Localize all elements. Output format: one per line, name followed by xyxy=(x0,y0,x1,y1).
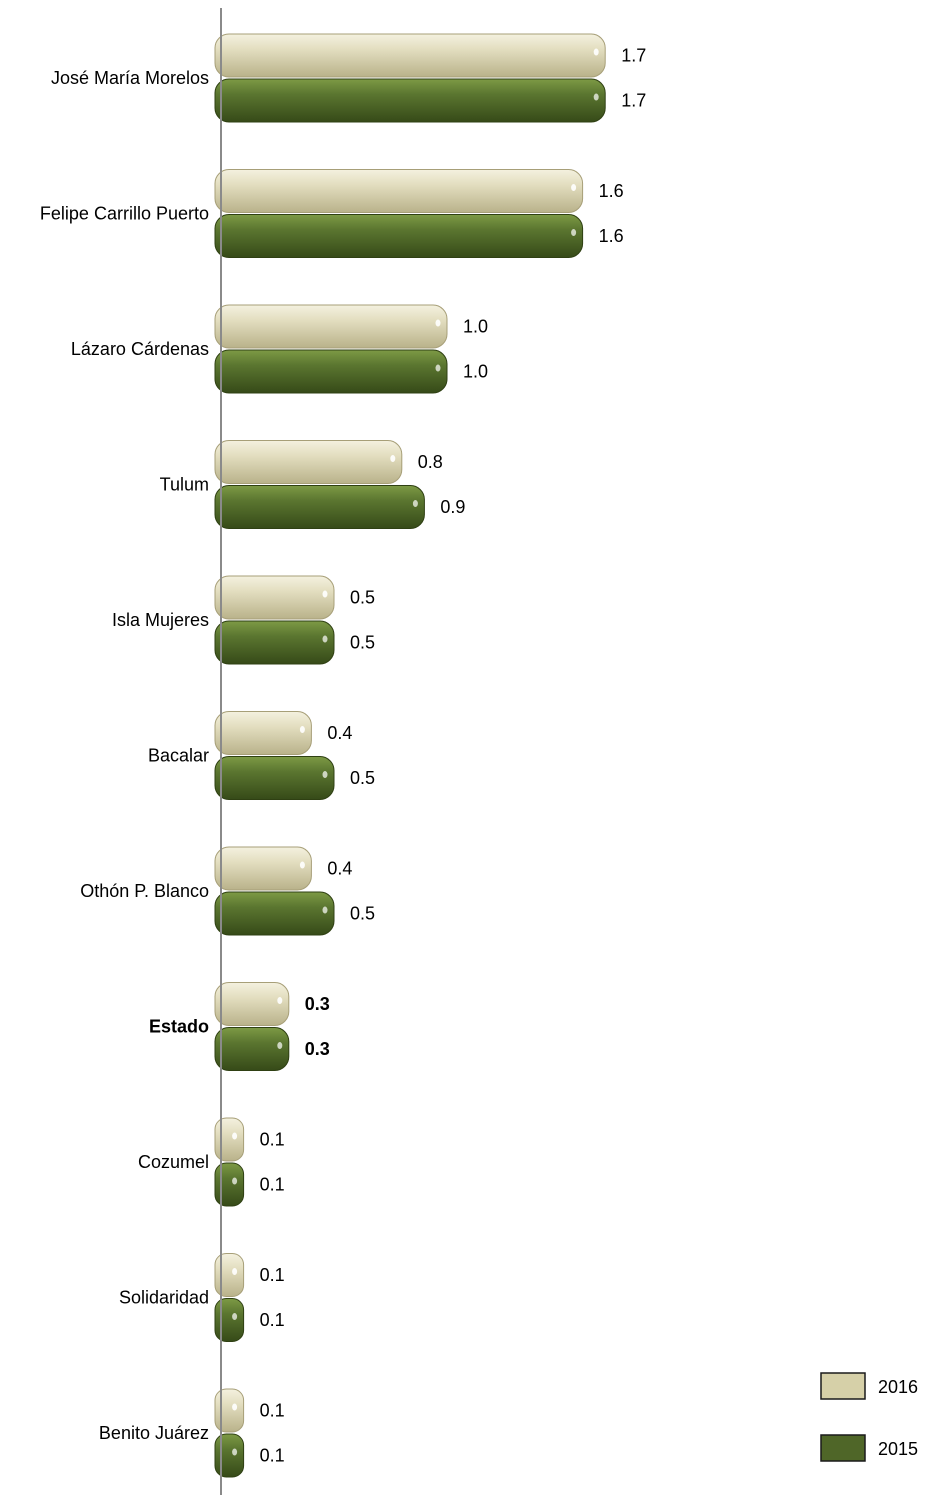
bar-bacalar-2015 xyxy=(214,756,335,800)
value-label-lazaro-cardenas-2016: 1.0 xyxy=(463,317,488,337)
bar-estado-2016 xyxy=(214,982,290,1026)
value-label-jose-maria-morelos-2015: 1.7 xyxy=(621,91,646,111)
bar-lazaro-cardenas-2015 xyxy=(214,349,448,394)
bar-felipe-carrillo-puerto-2015 xyxy=(214,214,584,258)
value-label-isla-mujeres-2015: 0.5 xyxy=(350,633,375,653)
legend-swatch-2016 xyxy=(820,1372,866,1400)
value-label-felipe-carrillo-puerto-2016: 1.6 xyxy=(599,181,624,201)
value-label-benito-juarez-2015: 0.1 xyxy=(260,1446,285,1466)
bar-cozumel-2015 xyxy=(214,1162,245,1207)
legend-item-2015: 2015 xyxy=(820,1434,918,1462)
legend-item-2016: 2016 xyxy=(820,1372,918,1400)
value-label-tulum-2016: 0.8 xyxy=(418,452,443,472)
category-label-othon-p-blanco: Othón P. Blanco xyxy=(80,881,209,901)
value-label-cozumel-2015: 0.1 xyxy=(260,1175,285,1195)
bar-cozumel-2016 xyxy=(214,1117,245,1162)
bar-lazaro-cardenas-2016 xyxy=(214,304,448,349)
bar-solidaridad-2015 xyxy=(214,1298,245,1342)
value-label-othon-p-blanco-2016: 0.4 xyxy=(327,859,352,879)
category-label-isla-mujeres: Isla Mujeres xyxy=(112,610,209,630)
bar-tulum-2015 xyxy=(214,485,425,529)
bar-benito-juarez-2015 xyxy=(214,1433,245,1478)
bar-felipe-carrillo-puerto-2016 xyxy=(214,169,584,213)
legend-label-2016: 2016 xyxy=(878,1377,918,1397)
value-label-solidaridad-2016: 0.1 xyxy=(260,1265,285,1285)
value-label-estado-2015: 0.3 xyxy=(305,1039,330,1059)
value-label-bacalar-2015: 0.5 xyxy=(350,768,375,788)
category-label-felipe-carrillo-puerto: Felipe Carrillo Puerto xyxy=(40,204,209,224)
labels-layer: 1.7 1.7 José María Morelos 1.6 1.6 Felipe Car… xyxy=(40,46,646,1466)
category-label-benito-juarez: Benito Juárez xyxy=(99,1423,209,1443)
bar-solidaridad-2016 xyxy=(214,1253,245,1297)
value-label-felipe-carrillo-puerto-2015: 1.6 xyxy=(599,226,624,246)
value-label-othon-p-blanco-2015: 0.5 xyxy=(350,904,375,924)
bar-isla-mujeres-2015 xyxy=(214,620,335,665)
category-label-estado: Estado xyxy=(149,1017,209,1037)
bar-othon-p-blanco-2016 xyxy=(214,846,312,891)
bar-estado-2015 xyxy=(214,1027,290,1071)
value-label-tulum-2015: 0.9 xyxy=(440,497,465,517)
bar-benito-juarez-2016 xyxy=(214,1388,245,1433)
bars-layer xyxy=(214,33,606,1478)
value-label-bacalar-2016: 0.4 xyxy=(327,723,352,743)
bar-othon-p-blanco-2015 xyxy=(214,891,335,936)
legend-label-2015: 2015 xyxy=(878,1439,918,1459)
category-label-lazaro-cardenas: Lázaro Cárdenas xyxy=(71,339,209,359)
category-label-tulum: Tulum xyxy=(160,475,209,495)
value-label-jose-maria-morelos-2016: 1.7 xyxy=(621,46,646,66)
value-label-benito-juarez-2016: 0.1 xyxy=(260,1401,285,1421)
value-label-estado-2016: 0.3 xyxy=(305,994,330,1014)
bar-jose-maria-morelos-2015 xyxy=(214,78,606,123)
legend-swatch-2015 xyxy=(820,1434,866,1462)
bar-jose-maria-morelos-2016 xyxy=(214,33,606,78)
legend: 2016 2015 xyxy=(820,1372,918,1462)
category-label-solidaridad: Solidaridad xyxy=(119,1288,209,1308)
bar-isla-mujeres-2016 xyxy=(214,575,335,620)
value-label-solidaridad-2015: 0.1 xyxy=(260,1310,285,1330)
value-label-lazaro-cardenas-2015: 1.0 xyxy=(463,362,488,382)
bar-bacalar-2016 xyxy=(214,711,312,755)
bar-tulum-2016 xyxy=(214,440,403,484)
value-label-cozumel-2016: 0.1 xyxy=(260,1130,285,1150)
category-label-bacalar: Bacalar xyxy=(148,746,209,766)
category-label-cozumel: Cozumel xyxy=(138,1152,209,1172)
value-label-isla-mujeres-2016: 0.5 xyxy=(350,588,375,608)
category-label-jose-maria-morelos: José María Morelos xyxy=(51,68,209,88)
